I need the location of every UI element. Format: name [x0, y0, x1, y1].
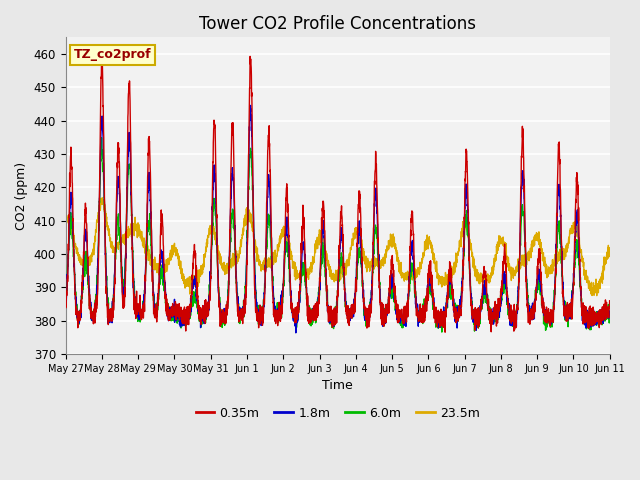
Title: Tower CO2 Profile Concentrations: Tower CO2 Profile Concentrations — [199, 15, 476, 33]
Legend: 0.35m, 1.8m, 6.0m, 23.5m: 0.35m, 1.8m, 6.0m, 23.5m — [191, 402, 484, 424]
Text: TZ_co2prof: TZ_co2prof — [74, 48, 152, 61]
Y-axis label: CO2 (ppm): CO2 (ppm) — [15, 162, 28, 230]
X-axis label: Time: Time — [323, 379, 353, 392]
